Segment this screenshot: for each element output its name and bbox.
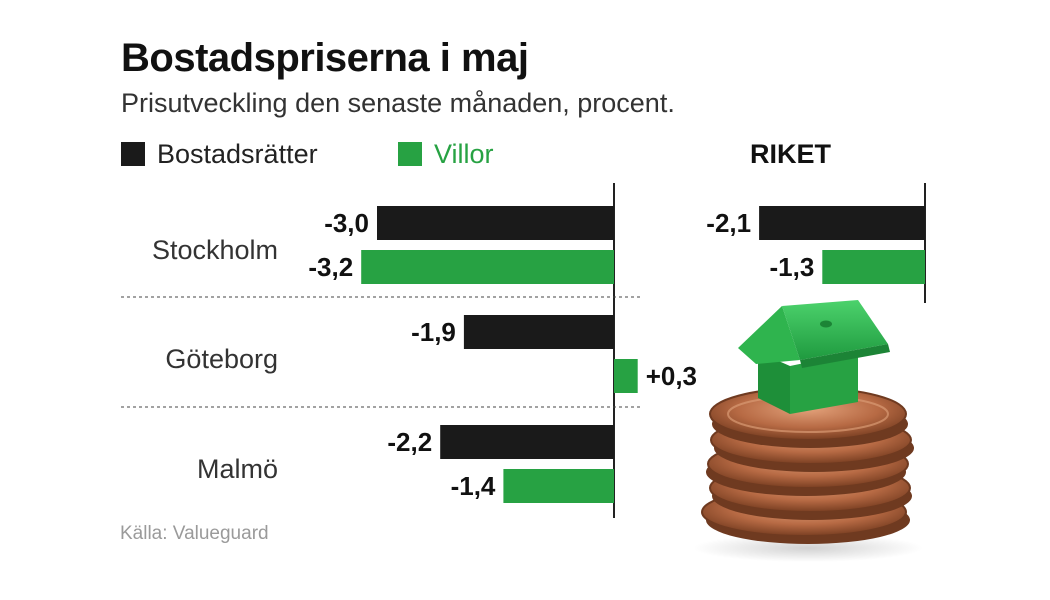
riket-bostadsratter-value-label: -2,1 xyxy=(706,208,751,238)
city1-villor-value-label: -3,2 xyxy=(308,252,353,282)
legend-swatch-villor xyxy=(398,142,422,166)
riket-villor-bar xyxy=(822,250,925,284)
city3-bostadsratter-bar xyxy=(440,425,614,459)
city2-villor-value-label: +0,3 xyxy=(646,361,697,391)
city1-bostadsratter-bar xyxy=(377,206,614,240)
city1-villor-bar xyxy=(361,250,614,284)
category-label-2: Göteborg xyxy=(165,344,278,374)
source-note: Källa: Valueguard xyxy=(120,523,269,544)
category-label-3: Malmö xyxy=(197,454,278,484)
city3-villor-bar xyxy=(503,469,614,503)
city2-bostadsratter-bar xyxy=(463,315,614,349)
legend-item-villor: Villor xyxy=(398,137,494,171)
chart-title: Bostadspriserna i maj xyxy=(121,36,529,80)
city3-villor-value-label: -1,4 xyxy=(451,471,496,501)
riket-bostadsratter-bar xyxy=(759,206,925,240)
legend-label-villor: Villor xyxy=(434,138,494,169)
chart-subtitle: Prisutveckling den senaste månaden, proc… xyxy=(121,88,675,118)
legend-item-bostadsratter: Bostadsrätter xyxy=(121,137,318,171)
riket-title: RIKET xyxy=(750,139,831,169)
coin-stack-house-illustration xyxy=(693,300,923,562)
riket-villor-value-label: -1,3 xyxy=(769,252,814,282)
legend-label-bostadsratter: Bostadsrätter xyxy=(157,138,318,169)
city2-villor-bar xyxy=(614,359,638,393)
city3-bostadsratter-value-label: -2,2 xyxy=(387,427,432,457)
category-label-1: Stockholm xyxy=(152,235,278,265)
city1-bostadsratter-value-label: -3,0 xyxy=(324,208,369,238)
city2-bostadsratter-value-label: -1,9 xyxy=(411,317,456,347)
legend-swatch-bostadsratter xyxy=(121,142,145,166)
